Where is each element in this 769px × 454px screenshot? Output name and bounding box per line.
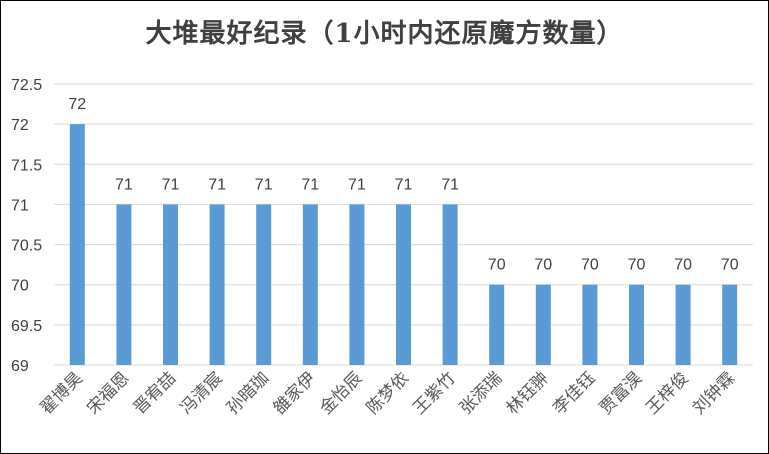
chart-title: 大堆最好纪录（1小时内还原魔方数量）	[145, 19, 624, 49]
category-label: 陈梦依	[363, 368, 413, 418]
category-label: 金怡辰	[316, 368, 366, 418]
y-tick-label: 70.5	[11, 238, 42, 255]
y-tick-label: 71.5	[11, 157, 42, 174]
y-tick-label: 72	[11, 117, 29, 134]
bar	[675, 284, 691, 365]
bar	[442, 204, 458, 365]
bar	[396, 204, 411, 365]
y-tick-label: 69.5	[11, 318, 42, 335]
data-label: 72	[68, 96, 86, 113]
bars	[69, 124, 738, 366]
bar	[629, 284, 644, 365]
data-label: 70	[534, 257, 552, 274]
data-label: 71	[301, 176, 319, 193]
data-labels: 72 71 71 71 71 71 71 71 71 70 70 70 70 70 70	[68, 96, 738, 274]
category-label: 林钰翀	[503, 368, 553, 418]
bar	[116, 204, 132, 365]
y-tick-label: 72.5	[11, 77, 42, 94]
category-label: 张添瑞	[456, 368, 506, 418]
category-label: 李佳钰	[549, 368, 599, 418]
category-label: 晋宥喆	[130, 368, 180, 418]
data-label: 70	[721, 257, 739, 274]
bar	[722, 284, 738, 365]
data-label: 71	[255, 176, 273, 193]
bar	[349, 204, 365, 365]
bar	[256, 204, 272, 365]
bar	[582, 284, 598, 365]
category-label: 雒家伊	[270, 368, 320, 418]
data-label: 71	[208, 176, 226, 193]
data-label: 70	[674, 257, 692, 274]
data-label: 71	[395, 176, 413, 193]
category-labels: 翟博昊宋福恩晋宥喆冯清宸孙暗珈雒家伊金怡辰陈梦依王紫竹张添瑞林钰翀李佳钰贾富淏王…	[37, 368, 740, 418]
data-label: 70	[628, 257, 646, 274]
data-label: 71	[348, 176, 366, 193]
category-label: 刘钟霖	[689, 368, 739, 418]
bar	[209, 204, 225, 365]
category-label: 宋福恩	[83, 368, 133, 418]
bar	[163, 204, 178, 365]
category-label: 翟博昊	[37, 368, 87, 418]
data-label: 71	[441, 176, 459, 193]
category-label: 王紫竹	[409, 368, 459, 418]
category-label: 王梓俊	[642, 368, 692, 418]
data-label: 70	[488, 257, 506, 274]
y-axis-tick-labels: 69 69.5 70 70.5 71 71.5 72 72.5	[11, 77, 42, 375]
bar	[489, 284, 505, 365]
bar	[302, 204, 318, 365]
category-label: 孙暗珈	[223, 368, 273, 418]
bar	[535, 284, 551, 365]
category-label: 冯清宸	[176, 368, 226, 418]
data-label: 71	[115, 176, 133, 193]
y-tick-label: 70	[11, 278, 29, 295]
data-label: 70	[581, 257, 599, 274]
category-label: 贾富淏	[596, 368, 646, 418]
data-label: 71	[162, 176, 180, 193]
y-tick-label: 71	[11, 197, 29, 214]
y-tick-label: 69	[11, 358, 29, 375]
bar	[69, 124, 85, 366]
